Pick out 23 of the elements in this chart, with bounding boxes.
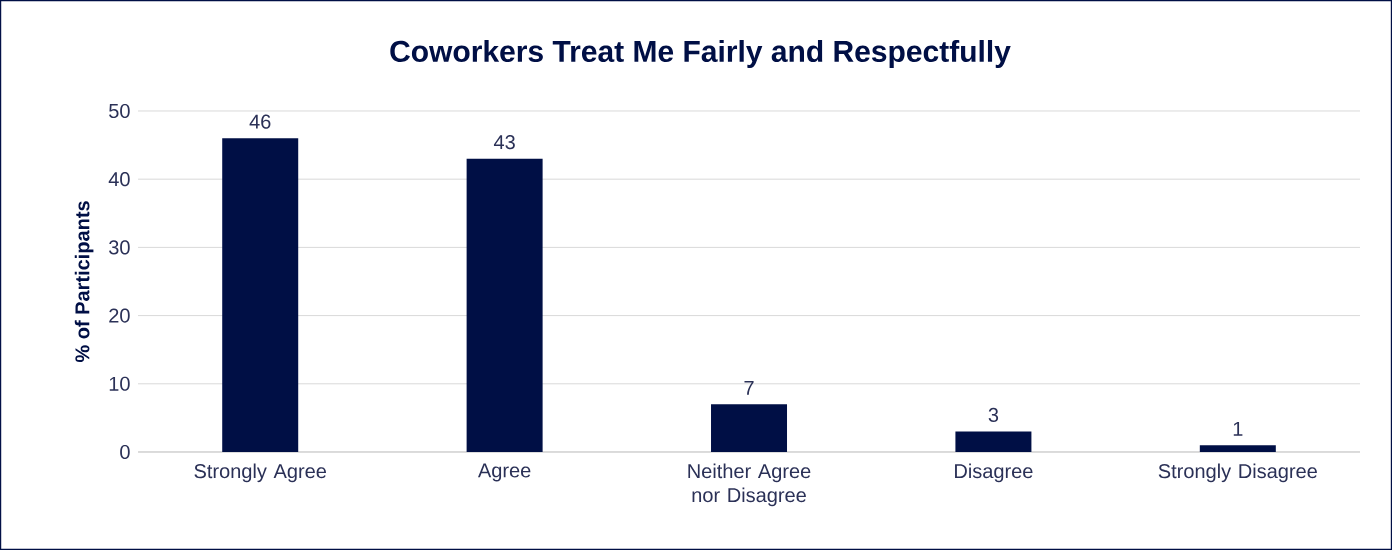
- data-label: 43: [493, 135, 515, 150]
- y-tick-label: 0: [120, 444, 130, 460]
- data-label: 3: [988, 407, 999, 423]
- y-tick-label: 50: [109, 103, 130, 119]
- chart-title: Coworkers Treat Me Fairly and Respectfully: [390, 40, 1011, 68]
- data-label: 1: [1233, 421, 1243, 436]
- y-tick-label: 20: [109, 308, 130, 323]
- bar: [1199, 445, 1276, 452]
- bar: [711, 404, 788, 452]
- x-tick-label: Strongly Disagree: [1158, 463, 1317, 483]
- x-tick-label: Strongly Agree: [194, 463, 327, 483]
- data-label: 46: [249, 114, 271, 129]
- bar: [955, 431, 1032, 452]
- x-tick-label: Neither Agree nor Disagree: [688, 463, 811, 507]
- y-tick-label: 30: [109, 240, 130, 255]
- x-tick-label: Agree: [477, 463, 531, 482]
- bar: [222, 138, 299, 452]
- y-tick-label: 10: [109, 376, 130, 391]
- y-tick-label: 40: [108, 172, 130, 187]
- y-axis-title: % of Participants: [74, 201, 94, 363]
- data-label: 7: [744, 380, 754, 395]
- bar: [466, 158, 543, 452]
- x-tick-label: Disagree: [955, 463, 1033, 483]
